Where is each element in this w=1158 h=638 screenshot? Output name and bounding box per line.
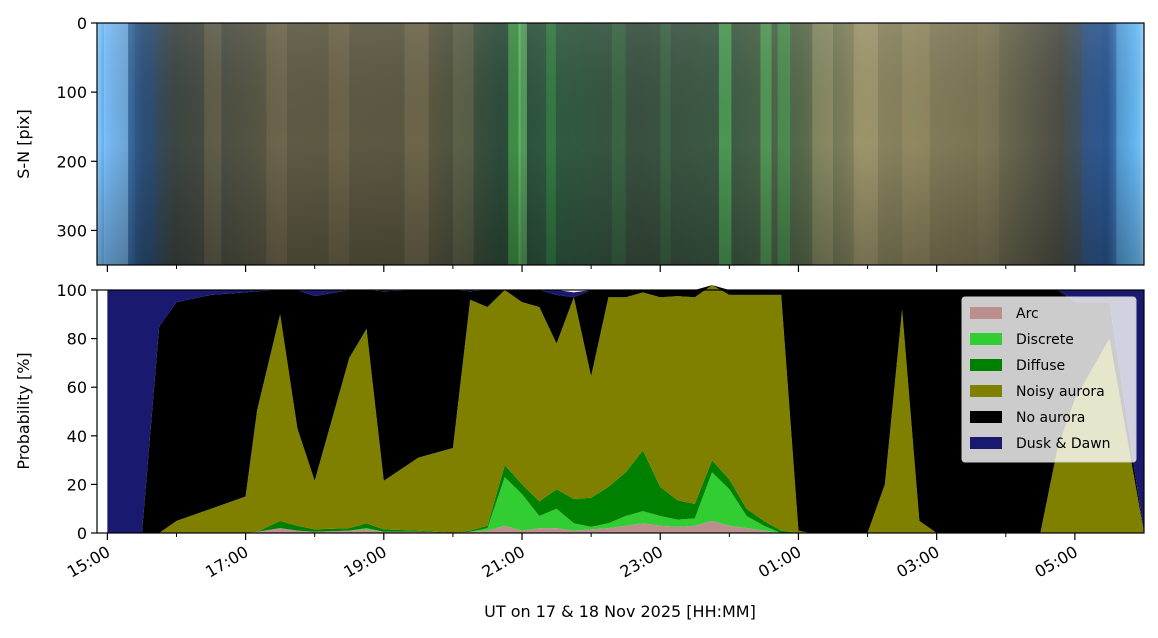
keogram-ytick-label: 200: [56, 152, 87, 171]
probability-panel: 0 20 40 60 80 100 15:00 17:00 19:00 21:00 23:00 01:…: [14, 281, 1145, 621]
keogram-image: [97, 23, 1144, 265]
area-diffuse: [107, 450, 1144, 533]
probability-ytick-label: 80: [67, 330, 87, 349]
legend: Arc Discrete Diffuse Noisy aurora No aurora D…: [961, 296, 1137, 463]
legend-label-no-aurora: No aurora: [1016, 410, 1085, 426]
probability-xtick-label: 19:00: [340, 542, 389, 582]
area-no-aurora: [107, 285, 1144, 533]
probability-xtick-label: 17:00: [202, 542, 251, 582]
probability-ylabel: Probability [%]: [14, 352, 33, 469]
keogram-ylabel: S-N [pix]: [14, 109, 33, 179]
keogram-ytick-label: 0: [77, 14, 87, 33]
keogram-frame: [96, 22, 1145, 266]
probability-xtick-label: 21:00: [479, 542, 528, 582]
probability-xtick-label: 03:00: [893, 542, 942, 582]
probability-ytick-label: 100: [56, 281, 87, 300]
probability-xtick-label: 05:00: [1031, 542, 1080, 582]
probability-ytick-label: 60: [67, 378, 87, 397]
probability-xtick-label: 15:00: [64, 542, 113, 582]
probability-ytick-label: 0: [77, 524, 87, 543]
legend-label-discrete: Discrete: [1016, 332, 1074, 348]
probability-xtick-label: 01:00: [755, 542, 804, 582]
area-arc: [107, 520, 1144, 533]
keogram-panel: 0 100 200 300 S-N [pix]: [14, 14, 1145, 272]
legend-label-noisy-aurora: Noisy aurora: [1016, 384, 1105, 400]
legend-swatch-no-aurora: [970, 411, 1002, 423]
probability-xlabel: UT on 17 & 18 Nov 2025 [HH:MM]: [484, 602, 756, 621]
area-discrete: [107, 472, 1144, 533]
legend-label-dusk-dawn: Dusk & Dawn: [1016, 436, 1111, 452]
legend-swatch-arc: [970, 307, 1002, 319]
legend-swatch-noisy-aurora: [970, 385, 1002, 397]
legend-swatch-discrete: [970, 333, 1002, 345]
keogram-ytick-label: 100: [56, 83, 87, 102]
probability-xtick-label: 23:00: [617, 542, 666, 582]
keogram-ytick-label: 300: [56, 221, 87, 240]
legend-label-arc: Arc: [1016, 306, 1039, 322]
legend-swatch-dusk-dawn: [970, 437, 1002, 449]
probability-frame: [96, 289, 1145, 534]
probability-ytick-label: 40: [67, 427, 87, 446]
probability-ytick-label: 20: [67, 475, 87, 494]
legend-label-diffuse: Diffuse: [1016, 358, 1065, 374]
legend-swatch-diffuse: [970, 359, 1002, 371]
area-noisy-aurora: [107, 285, 1144, 533]
